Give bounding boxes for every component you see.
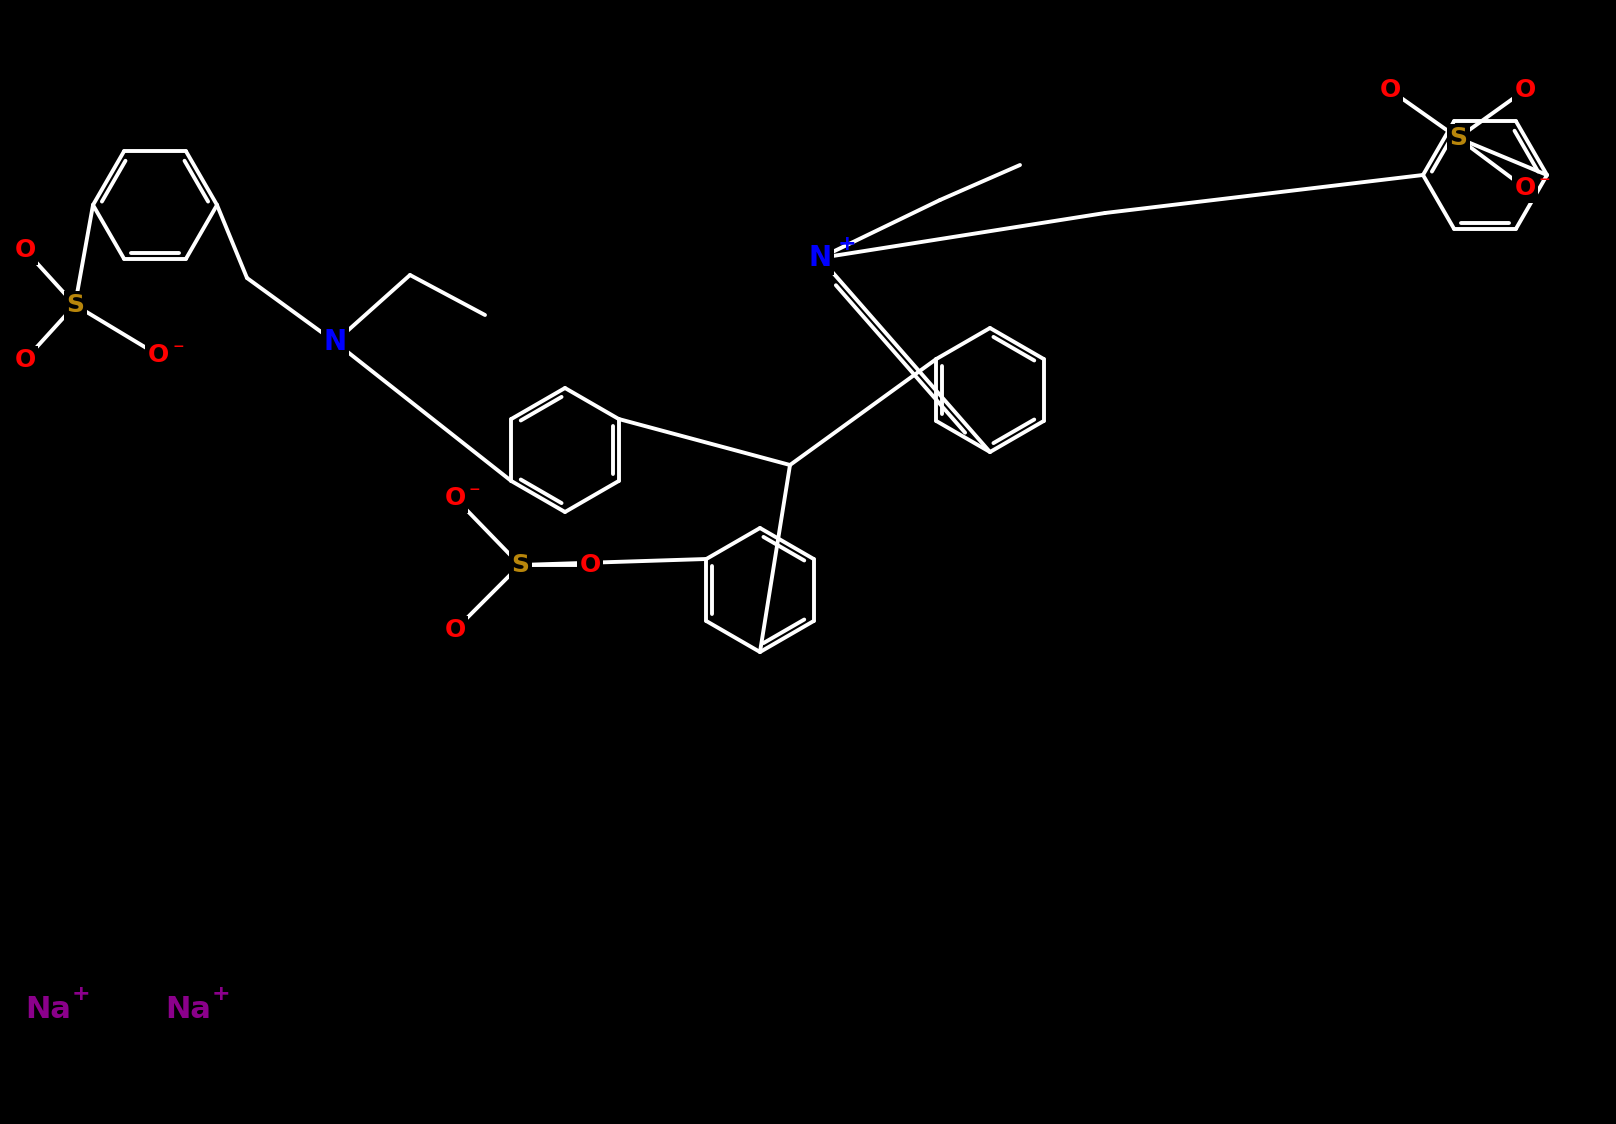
Text: ⁻: ⁻ — [469, 484, 480, 504]
Text: O: O — [1514, 176, 1535, 200]
Text: O: O — [15, 348, 36, 372]
Text: ⁻: ⁻ — [1538, 174, 1551, 194]
Text: S: S — [66, 293, 84, 317]
Text: O: O — [147, 343, 168, 368]
Text: O: O — [1514, 78, 1535, 102]
Text: O: O — [580, 553, 601, 577]
Text: O: O — [444, 486, 465, 510]
Text: Na: Na — [165, 996, 212, 1024]
Text: S: S — [1450, 126, 1467, 149]
Text: +: + — [839, 234, 856, 254]
Text: S: S — [511, 553, 528, 577]
Text: ⁻: ⁻ — [171, 341, 184, 361]
Text: N: N — [808, 244, 832, 272]
Text: O: O — [444, 618, 465, 642]
Text: Na: Na — [26, 996, 71, 1024]
Text: +: + — [73, 984, 90, 1004]
Text: O: O — [15, 238, 36, 262]
Text: +: + — [212, 984, 231, 1004]
Text: N: N — [323, 328, 346, 356]
Text: O: O — [1380, 78, 1401, 102]
